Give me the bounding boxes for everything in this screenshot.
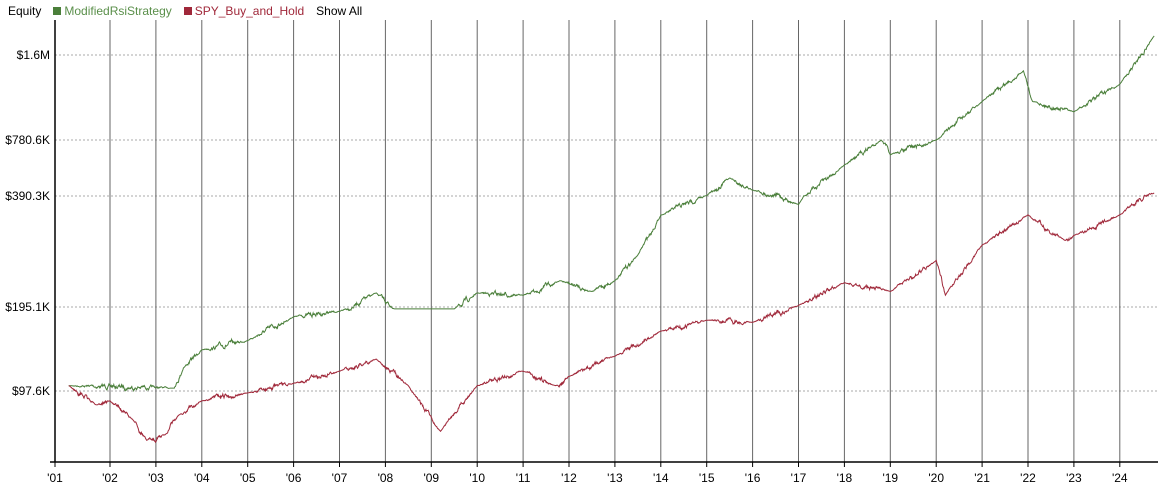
x-tick-label: '12 — [561, 471, 577, 485]
y-tick-label: $195.1K — [5, 300, 50, 314]
x-tick-label: '06 — [286, 471, 302, 485]
x-tick-label: '05 — [240, 471, 256, 485]
x-tick-label: '21 — [974, 471, 990, 485]
x-tick-label: '03 — [148, 471, 164, 485]
x-tick-label: '01 — [47, 471, 63, 485]
x-tick-label: '18 — [837, 471, 853, 485]
x-tick-label: '16 — [745, 471, 761, 485]
x-tick-label: '07 — [332, 471, 348, 485]
x-tick-label: '20 — [928, 471, 944, 485]
y-tick-label: $390.3K — [5, 189, 50, 203]
legend-swatch-icon — [183, 7, 192, 15]
legend-label: SPY_Buy_and_Hold — [194, 4, 305, 18]
x-tick-label: '02 — [102, 471, 118, 485]
x-tick-label: '17 — [791, 471, 807, 485]
show-all-button[interactable]: Show All — [316, 4, 363, 18]
y-tick-label: $780.6K — [5, 133, 50, 147]
x-tick-label: '10 — [469, 471, 485, 485]
x-tick-label: '11 — [516, 471, 531, 485]
x-tick-label: '09 — [423, 471, 439, 485]
series-line-modifiedrsistrategy — [68, 35, 1155, 393]
x-tick-label: '04 — [194, 471, 210, 485]
x-tick-label: '15 — [699, 471, 715, 485]
x-tick-label: '22 — [1020, 471, 1036, 485]
series-line-spy-buy-and-hold — [68, 192, 1155, 444]
legend: Equity ModifiedRsiStrategy SPY_Buy_and_H… — [8, 4, 362, 18]
x-tick-label: '19 — [882, 471, 898, 485]
x-tick-label: '14 — [653, 471, 669, 485]
y-tick-label: $97.6K — [12, 384, 50, 398]
y-tick-label: $1.6M — [17, 48, 50, 62]
legend-label: ModifiedRsiStrategy — [64, 4, 172, 18]
legend-item-modified-rsi-strategy[interactable]: ModifiedRsiStrategy — [53, 4, 172, 18]
x-tick-label: '24 — [1112, 471, 1128, 485]
x-tick-label: '13 — [607, 471, 623, 485]
x-tick-label: '08 — [378, 471, 394, 485]
legend-item-spy-buy-and-hold[interactable]: SPY_Buy_and_Hold — [183, 4, 305, 18]
x-tick-label: '23 — [1066, 471, 1082, 485]
legend-title: Equity — [8, 4, 42, 18]
legend-swatch-icon — [53, 7, 62, 15]
